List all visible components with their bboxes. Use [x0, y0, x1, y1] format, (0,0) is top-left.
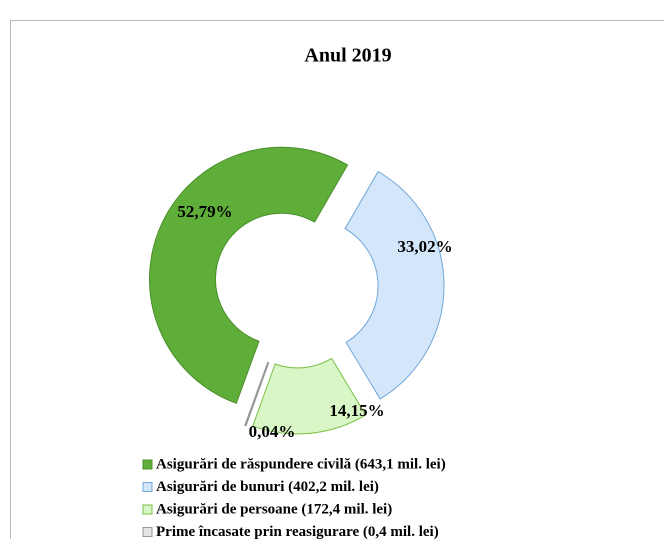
legend-label: Asigurări de bunuri (402,2 mil. lei) — [156, 479, 379, 495]
legend-label: Asigurări de persoane (172,4 mil. lei) — [156, 501, 392, 517]
donut-slice — [252, 357, 367, 435]
legend-swatch — [142, 459, 153, 470]
legend-swatch — [142, 482, 153, 492]
data-label: 0,04% — [249, 422, 296, 441]
legend-swatch — [142, 527, 153, 537]
legend-label: Prime încasate prin reasigurare (0,4 mil… — [156, 524, 439, 539]
chart-frame — [10, 20, 664, 539]
data-label: 52,79% — [177, 202, 232, 221]
chart-title: Anul 2019 — [304, 45, 391, 67]
data-label: 14,15% — [329, 401, 384, 420]
legend-swatch — [142, 504, 153, 515]
donut-slice — [344, 170, 445, 400]
donut-slice — [149, 146, 349, 404]
data-label: 33,02% — [397, 237, 452, 256]
donut-slice — [244, 361, 270, 427]
legend-label: Asigurări de răspundere civilă (643,1 mi… — [156, 456, 446, 472]
